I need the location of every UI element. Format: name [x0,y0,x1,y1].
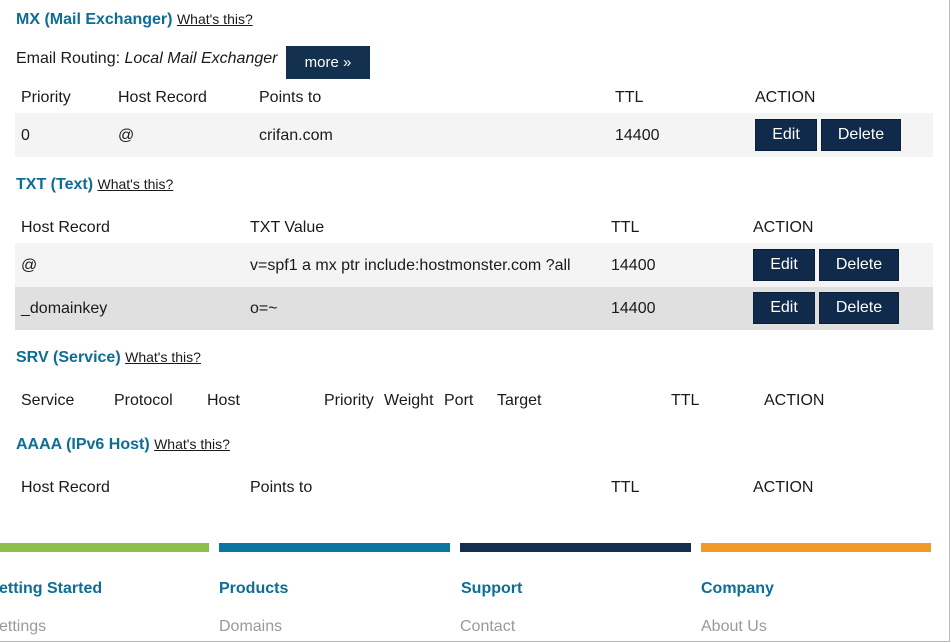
email-routing-value: Local Mail Exchanger [124,50,278,67]
mx-header-host: Host Record [118,89,207,106]
srv-header-target: Target [497,392,542,409]
mx-row-priority: 0 [21,127,30,144]
footer-heading-support[interactable]: Support [461,580,523,597]
footer-bar-getting-started [0,543,209,552]
footer-heading-getting-started[interactable]: etting Started [0,580,103,597]
txt-row-ttl: 14400 [611,257,656,274]
aaaa-section-heading: AAAA (IPv6 Host) What's this? [16,436,230,454]
edit-button[interactable]: Edit [753,292,815,324]
txt-header-action: ACTION [753,219,814,236]
edit-button[interactable]: Edit [753,249,815,281]
footer-link-settings[interactable]: ettings [0,618,47,635]
txt-header-host: Host Record [21,219,110,236]
aaaa-help-link[interactable]: What's this? [154,436,230,452]
mx-header-action: ACTION [755,89,816,106]
srv-header-service: Service [21,392,75,409]
delete-button[interactable]: Delete [821,119,901,151]
srv-header-priority: Priority [324,392,374,409]
srv-header-port: Port [444,392,474,409]
footer-bar-products [219,543,450,552]
delete-button[interactable]: Delete [819,292,899,324]
footer-heading-products[interactable]: Products [219,580,289,597]
txt-header-ttl: TTL [611,219,640,236]
mx-row-host: @ [118,127,135,144]
srv-header-action: ACTION [764,392,825,409]
mx-header-ttl: TTL [615,89,644,106]
aaaa-header-action: ACTION [753,479,814,496]
mx-header-points: Points to [259,89,322,106]
srv-header-protocol: Protocol [114,392,173,409]
srv-title: SRV (Service) [16,349,121,366]
txt-row-host: _domainkey [21,300,108,317]
footer-link-about-us[interactable]: About Us [701,618,767,635]
footer-link-contact[interactable]: Contact [460,618,516,635]
srv-section-heading: SRV (Service) What's this? [16,349,201,367]
txt-help-link[interactable]: What's this? [97,176,174,192]
txt-header-value: TXT Value [250,219,325,236]
txt-row-host: @ [21,257,38,274]
mx-row-points: crifan.com [259,127,333,144]
txt-row-value: v=spf1 a mx ptr include:hostmonster.com … [250,257,571,274]
email-routing-label: Email Routing: [16,50,121,67]
more-button[interactable]: more » [286,46,370,79]
delete-button[interactable]: Delete [819,249,899,281]
srv-header-weight: Weight [384,392,434,409]
footer-link-domains[interactable]: Domains [219,618,283,635]
srv-header-ttl: TTL [671,392,700,409]
srv-header-host: Host [207,392,240,409]
aaaa-header-host: Host Record [21,479,110,496]
txt-row-ttl: 14400 [611,300,656,317]
footer-bar-company [701,543,931,552]
email-routing: Email Routing: Local Mail Exchanger [16,50,277,68]
edit-button[interactable]: Edit [755,119,817,151]
txt-section-heading: TXT (Text) What's this? [16,176,173,194]
txt-title: TXT (Text) [16,176,94,193]
txt-row-value: o=~ [250,300,278,317]
footer-bar-support [460,543,691,552]
aaaa-header-points: Points to [250,479,313,496]
mx-header-priority: Priority [21,89,71,106]
mx-help-link[interactable]: What's this? [176,11,253,27]
srv-help-link[interactable]: What's this? [125,349,201,365]
footer-heading-company[interactable]: Company [701,580,774,597]
aaaa-header-ttl: TTL [611,479,640,496]
mx-title: MX (Mail Exchanger) [16,11,173,28]
mx-section-heading: MX (Mail Exchanger) What's this? [16,11,253,29]
aaaa-title: AAAA (IPv6 Host) [16,436,150,453]
mx-row-ttl: 14400 [615,127,660,144]
